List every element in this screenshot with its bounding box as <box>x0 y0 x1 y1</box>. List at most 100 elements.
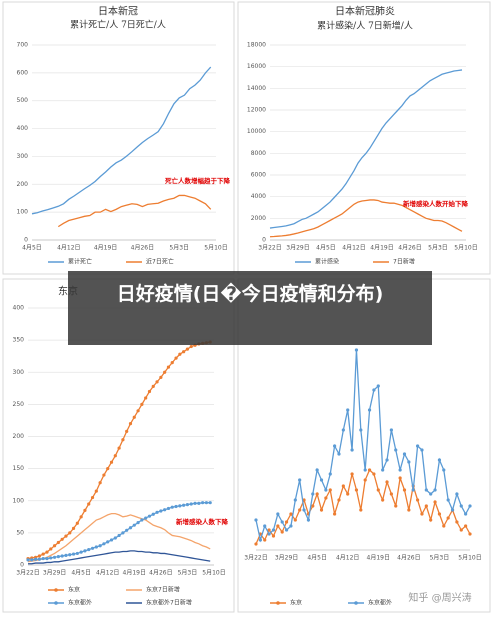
y-tick-label: 50 <box>16 529 24 536</box>
point <box>415 444 420 448</box>
point <box>311 504 315 508</box>
point <box>102 542 106 546</box>
point <box>64 553 68 557</box>
point <box>455 520 459 524</box>
point <box>263 538 267 542</box>
point <box>394 448 398 452</box>
point <box>75 551 79 556</box>
point <box>319 508 324 512</box>
point <box>324 488 328 492</box>
y-tick-label: 250 <box>13 401 25 408</box>
point <box>389 492 393 496</box>
point <box>128 422 133 426</box>
point <box>350 472 354 476</box>
point <box>402 452 407 456</box>
x-tick-label: 4月19日 <box>367 555 390 562</box>
point <box>83 549 87 553</box>
legend-label: 东京都外7日新增 <box>146 599 192 607</box>
point <box>185 503 190 507</box>
point <box>140 518 144 522</box>
point <box>125 429 129 433</box>
point <box>204 501 209 505</box>
point <box>45 550 49 554</box>
point <box>306 518 311 522</box>
point <box>437 458 442 462</box>
point <box>90 546 95 550</box>
point <box>271 534 276 538</box>
y-tick-label: 300 <box>13 369 25 376</box>
point <box>41 556 45 561</box>
point <box>147 514 152 518</box>
point <box>132 415 136 419</box>
annotation: 死亡人数增幅趋于下降 <box>164 176 231 185</box>
point <box>276 512 280 516</box>
point <box>182 503 186 507</box>
point <box>56 555 60 559</box>
point <box>94 545 98 549</box>
point <box>144 396 148 400</box>
x-tick-label: 4月5日 <box>316 245 336 252</box>
x-tick-label: 4月12日 <box>336 555 359 562</box>
x-tick-label: 3月29日 <box>43 570 66 577</box>
x-tick-label: 3月29日 <box>275 555 298 562</box>
point <box>30 558 34 562</box>
series-line <box>269 69 463 229</box>
point <box>68 553 72 557</box>
chart-title: 日本新冠肺炎 <box>335 5 395 18</box>
point <box>424 504 428 508</box>
point <box>289 512 293 516</box>
point <box>109 460 114 464</box>
point <box>446 498 450 502</box>
point <box>389 428 393 432</box>
x-tick-label: 5月3日 <box>169 245 189 252</box>
point <box>140 402 144 406</box>
point <box>363 468 367 472</box>
annotation: 新增感染人数开始下降 <box>403 199 469 208</box>
point <box>450 508 455 512</box>
point <box>79 550 83 554</box>
point <box>359 428 363 432</box>
point <box>385 480 389 484</box>
series-line <box>31 66 212 215</box>
point <box>363 478 367 482</box>
point <box>407 508 411 512</box>
point <box>398 468 402 472</box>
x-tick-label: 5月10日 <box>204 245 227 252</box>
point <box>433 500 437 504</box>
x-tick-label: 4月19日 <box>370 245 393 252</box>
point <box>98 544 102 548</box>
point <box>201 501 205 505</box>
point <box>121 438 125 442</box>
x-tick-label: 4月5日 <box>22 245 42 252</box>
point <box>263 524 267 528</box>
x-tick-label: 4月12日 <box>96 570 119 577</box>
legend-marker <box>354 601 358 605</box>
point <box>197 501 201 505</box>
point <box>267 532 271 536</box>
point <box>315 468 319 472</box>
point <box>429 492 433 496</box>
point <box>159 375 163 379</box>
series-line <box>57 194 212 228</box>
y-tick-label: 0 <box>24 237 28 244</box>
point <box>341 484 345 488</box>
point <box>381 468 385 472</box>
point <box>45 556 49 561</box>
point <box>328 488 332 492</box>
chart-title: 日本新冠 <box>98 5 138 18</box>
point <box>464 512 468 516</box>
point <box>83 508 87 512</box>
point <box>185 347 190 351</box>
y-tick-label: 200 <box>13 433 25 440</box>
point <box>302 508 306 512</box>
y-tick-label: 100 <box>13 497 25 504</box>
point <box>71 552 76 556</box>
legend-label: 东京 <box>290 599 302 607</box>
y-tick-label: 600 <box>17 69 29 76</box>
point <box>117 446 121 450</box>
point <box>155 380 159 384</box>
point <box>87 502 91 506</box>
point <box>106 467 110 471</box>
